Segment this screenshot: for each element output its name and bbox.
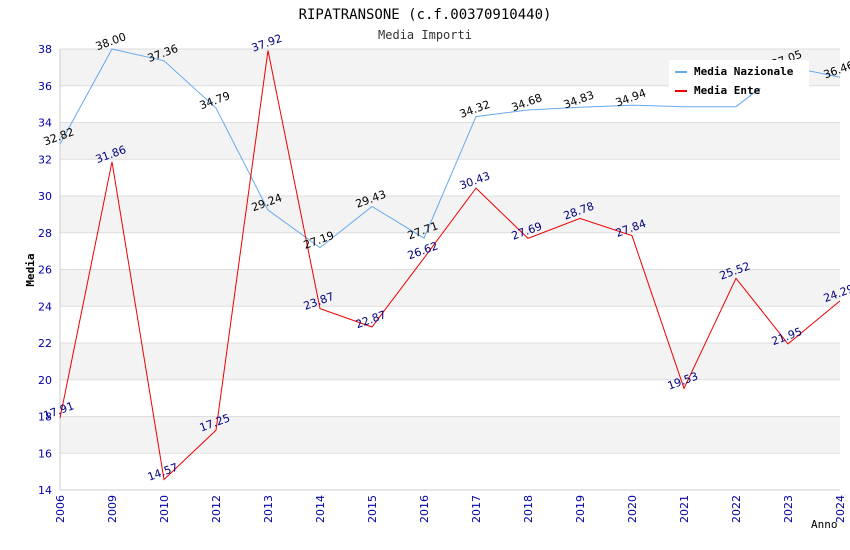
grid-band xyxy=(60,306,840,343)
y-axis-label: Media xyxy=(24,253,37,286)
x-tick-label: 2015 xyxy=(366,495,379,523)
x-tick-label: 2024 xyxy=(834,495,847,523)
grid-band xyxy=(60,379,840,417)
y-tick-label: 30 xyxy=(38,190,52,203)
x-tick-label: 2022 xyxy=(730,495,743,523)
grid-band xyxy=(60,269,840,307)
x-tick-label: 2010 xyxy=(158,495,171,523)
y-tick-label: 18 xyxy=(38,411,52,424)
y-tick-label: 34 xyxy=(38,117,52,130)
x-tick-label: 2020 xyxy=(626,495,639,523)
legend-item-nazionale: Media Nazionale xyxy=(694,65,794,78)
y-tick-label: 22 xyxy=(38,337,52,350)
grid-band xyxy=(60,122,840,160)
legend-box xyxy=(669,60,809,88)
y-tick-label: 26 xyxy=(38,264,52,277)
series-line-nazionale xyxy=(59,48,841,249)
x-tick-label: 2018 xyxy=(522,495,535,523)
series-lines xyxy=(59,48,841,481)
y-tick-label: 16 xyxy=(38,447,52,460)
y-tick-label: 20 xyxy=(38,374,52,387)
legend-item-ente: Media Ente xyxy=(694,84,761,97)
grid-band xyxy=(60,343,840,380)
y-tick-label: 14 xyxy=(38,484,52,497)
series-line-ente xyxy=(59,50,841,481)
grid-lines xyxy=(59,48,840,491)
y-tick-label: 38 xyxy=(38,43,52,56)
legend: Media Nazionale Media Ente xyxy=(669,60,809,97)
y-tick-label: 36 xyxy=(38,80,52,93)
x-tick-label: 2012 xyxy=(210,495,223,523)
grid-band xyxy=(60,232,840,270)
y-tick-label: 28 xyxy=(38,227,52,240)
x-tick-label: 2013 xyxy=(262,495,275,523)
y-tick-label: 32 xyxy=(38,153,52,166)
x-tick-label: 2019 xyxy=(574,495,587,523)
grid-bands xyxy=(60,49,840,490)
y-tick-label: 24 xyxy=(38,300,52,313)
x-tick-label: 2016 xyxy=(418,495,431,523)
x-tick-label: 2009 xyxy=(106,495,119,523)
x-tick-label: 2006 xyxy=(54,495,67,523)
chart-subtitle: Media Importi xyxy=(378,28,472,42)
y-axis-ticks: 14 16 18 20 22 24 26 28 30 32 34 36 38 xyxy=(38,43,52,497)
grid-band xyxy=(60,85,840,123)
x-tick-label: 2014 xyxy=(314,495,327,523)
x-tick-label: 2021 xyxy=(678,495,691,523)
x-tick-label: 2023 xyxy=(782,495,795,523)
grid-band xyxy=(60,453,840,490)
x-tick-label: 2017 xyxy=(470,495,483,523)
chart-title: RIPATRANSONE (c.f.00370910440) xyxy=(299,7,552,23)
grid-band xyxy=(60,416,840,454)
grid-band xyxy=(60,196,840,233)
x-axis-ticks: 2006 2009 2010 2012 2013 2014 2015 2016 2017 2018… xyxy=(54,495,847,523)
x-axis-label: Anno xyxy=(811,518,838,531)
